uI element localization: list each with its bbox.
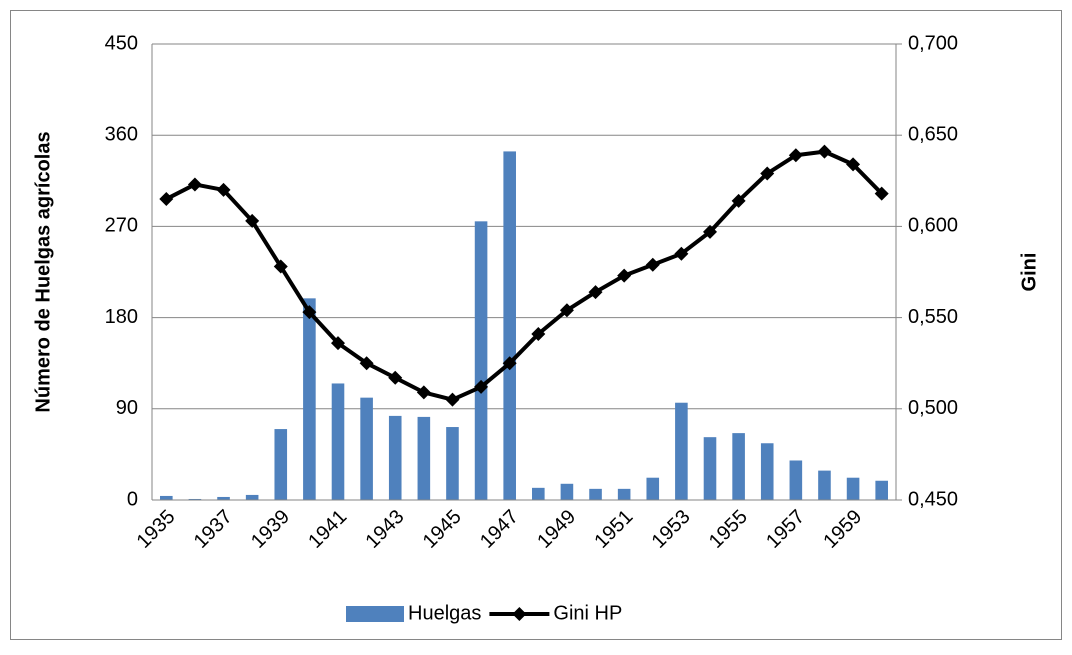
bar xyxy=(388,415,402,500)
bar xyxy=(732,433,745,500)
marker xyxy=(531,327,546,342)
bar xyxy=(503,151,516,500)
bar xyxy=(646,477,660,500)
bar xyxy=(360,397,373,500)
marker xyxy=(187,177,202,192)
marker xyxy=(474,379,489,394)
marker xyxy=(502,356,517,371)
marker xyxy=(846,157,861,172)
marker xyxy=(817,144,832,159)
marker xyxy=(617,268,632,283)
y2-tick-label: 0,500 xyxy=(908,397,958,419)
bar xyxy=(846,477,860,500)
bar xyxy=(760,443,774,500)
bar xyxy=(818,470,831,500)
bar xyxy=(188,498,202,500)
chart-frame xyxy=(10,10,1062,640)
y2-tick-label: 0,700 xyxy=(908,32,958,54)
marker xyxy=(331,336,345,351)
bar xyxy=(160,495,173,500)
marker xyxy=(788,148,803,163)
y-tick-label: 270 xyxy=(105,215,138,237)
marker xyxy=(760,166,775,181)
marker xyxy=(674,246,689,261)
marker xyxy=(159,192,174,207)
y-tick-label: 360 xyxy=(105,123,138,145)
y2-tick-label: 0,450 xyxy=(908,488,958,510)
marker xyxy=(245,213,260,228)
bar xyxy=(474,221,488,501)
legend-label: Gini HP xyxy=(553,602,622,624)
y-tick-label: 180 xyxy=(105,306,138,328)
line xyxy=(165,149,884,402)
bar xyxy=(417,416,431,500)
y2-tick-label: 0,650 xyxy=(908,123,958,145)
legend-label: Huelgas xyxy=(408,602,481,624)
y2-tick-label: 0,600 xyxy=(908,215,958,237)
marker xyxy=(703,224,717,239)
bar xyxy=(274,429,288,500)
marker xyxy=(559,303,574,318)
marker xyxy=(874,186,889,201)
legend-marker xyxy=(512,607,527,621)
marker xyxy=(216,182,231,197)
legend-swatch xyxy=(346,606,404,622)
y-tick-label: 450 xyxy=(105,32,138,54)
y-tick-label: 90 xyxy=(116,397,138,419)
bar xyxy=(446,427,459,500)
y2-tick-label: 0,550 xyxy=(908,306,958,328)
marker xyxy=(731,193,746,208)
marker xyxy=(645,257,660,272)
marker xyxy=(388,370,403,385)
bar xyxy=(703,437,717,500)
bar xyxy=(617,488,631,500)
marker xyxy=(302,305,317,320)
bar xyxy=(303,298,316,500)
marker xyxy=(445,392,460,407)
y-tick-label: 0 xyxy=(127,488,138,510)
bar xyxy=(675,402,688,500)
marker xyxy=(359,356,374,371)
bar xyxy=(331,383,345,500)
bar xyxy=(875,480,888,500)
bar xyxy=(789,460,803,500)
marker xyxy=(416,385,431,400)
marker xyxy=(588,285,603,300)
marker xyxy=(273,259,288,274)
bar xyxy=(217,496,230,500)
bar xyxy=(589,488,602,500)
y-axis-title: Número de Huelgas agrícolas xyxy=(32,131,54,412)
y2-axis-title: Gini xyxy=(1018,253,1040,292)
bar xyxy=(245,494,259,500)
bar xyxy=(560,483,574,500)
bar xyxy=(532,487,545,500)
